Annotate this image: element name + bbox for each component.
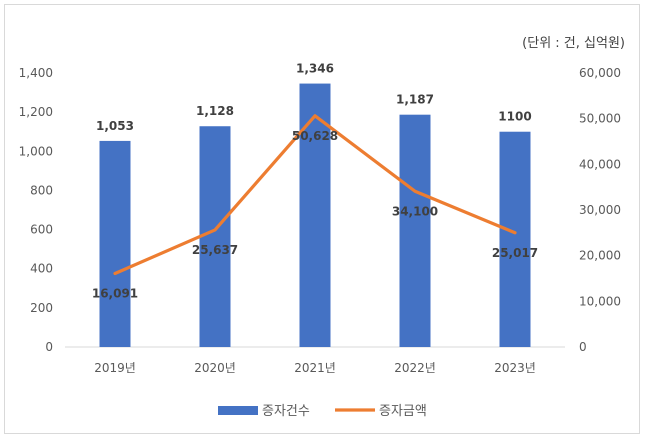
bar-data-label: 1100 — [498, 110, 531, 124]
line-series — [113, 114, 517, 276]
right-tick-label: 50,000 — [579, 112, 621, 126]
line-data-labels: 16,091 25,637 50,628 34,100 25,017 — [92, 129, 538, 301]
right-tick-label: 30,000 — [579, 203, 621, 217]
left-tick-label: 1,200 — [19, 105, 53, 119]
bar — [499, 131, 531, 347]
x-axis: 2019년 2020년 2021년 2022년 2023년 — [65, 346, 565, 375]
combo-chart: (단위 : 건, 십억원) 0 200 400 600 800 1,000 1,200 1,4… — [19, 36, 625, 419]
line-data-label: 50,628 — [292, 129, 338, 143]
line-data-label: 34,100 — [392, 204, 438, 218]
line-data-label: 25,637 — [192, 243, 238, 257]
chart-frame: (단위 : 건, 십억원) 0 200 400 600 800 1,000 1,200 1,4… — [4, 4, 640, 434]
x-tick-label: 2023년 — [494, 361, 536, 375]
left-tick-label: 1,000 — [19, 144, 53, 158]
left-tick-label: 400 — [30, 262, 53, 276]
legend: 증자건수 증자금액 — [218, 404, 427, 419]
legend-label-bar: 증자건수 — [262, 404, 310, 419]
bar — [399, 114, 431, 348]
bar-data-label: 1,128 — [196, 104, 234, 118]
unit-note: (단위 : 건, 십억원) — [522, 36, 625, 51]
right-tick-label: 60,000 — [579, 66, 621, 80]
line-path — [113, 114, 517, 276]
bar-data-label: 1,053 — [96, 119, 134, 133]
right-y-axis: 0 10,000 20,000 30,000 40,000 50,000 60,000 — [579, 66, 621, 354]
left-tick-label: 800 — [30, 183, 53, 197]
bar — [99, 140, 131, 347]
left-tick-label: 0 — [45, 340, 53, 354]
bar-data-label: 1,346 — [296, 62, 334, 76]
right-tick-label: 0 — [579, 340, 587, 354]
left-tick-label: 1,400 — [19, 66, 53, 80]
x-tick-label: 2021년 — [294, 361, 336, 375]
line-data-label: 16,091 — [92, 287, 138, 301]
x-tick-label: 2019년 — [94, 361, 136, 375]
legend-swatch-bar — [218, 406, 258, 415]
left-tick-label: 200 — [30, 301, 53, 315]
right-tick-label: 20,000 — [579, 249, 621, 263]
left-y-axis: 0 200 400 600 800 1,000 1,200 1,400 — [19, 66, 53, 354]
bar-data-label: 1,187 — [396, 93, 434, 107]
legend-label-line: 증자금액 — [379, 404, 427, 419]
line-data-label: 25,017 — [492, 246, 538, 260]
bar — [199, 126, 231, 347]
right-tick-label: 10,000 — [579, 294, 621, 308]
right-tick-label: 40,000 — [579, 157, 621, 171]
x-tick-label: 2022년 — [394, 361, 436, 375]
bar-data-labels: 1,053 1,128 1,346 1,187 1100 — [96, 62, 532, 133]
bar-series — [99, 83, 531, 348]
x-tick-label: 2020년 — [194, 361, 236, 375]
left-tick-label: 600 — [30, 223, 53, 237]
